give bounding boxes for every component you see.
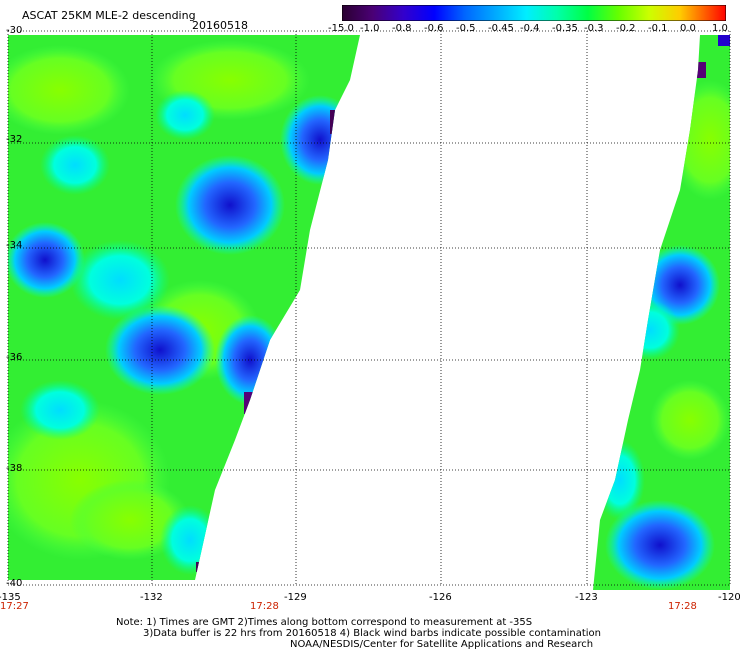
- colorbar: [342, 5, 726, 21]
- lat-label: -40: [6, 578, 23, 589]
- lat-label: -34: [6, 240, 23, 251]
- lat-label: -30: [6, 25, 23, 36]
- pass-time-label: 17:28: [668, 601, 697, 612]
- lon-label: -126: [429, 592, 452, 603]
- colorbar-label: -0.3: [584, 23, 604, 34]
- note-line-1: Note: 1) Times are GMT 2)Times along bot…: [116, 617, 533, 628]
- map-title: ASCAT 25KM MLE-2 descending: [22, 9, 196, 22]
- colorbar-label: -0.4: [520, 23, 540, 34]
- colorbar-label: -0.6: [424, 23, 444, 34]
- lat-label: -38: [6, 463, 23, 474]
- colorbar-label: -0.1: [648, 23, 668, 34]
- colorbar-label: -15.0: [328, 23, 354, 34]
- colorbar-label: 0.0: [680, 23, 696, 34]
- colorbar-label: -0.35: [552, 23, 578, 34]
- colorbar-label: -0.2: [616, 23, 636, 34]
- right-swath: [593, 35, 730, 590]
- lat-label: -32: [6, 134, 23, 145]
- lat-label: -36: [6, 352, 23, 363]
- lon-label: -120: [718, 592, 740, 603]
- map-date: 20160518: [192, 19, 248, 32]
- colorbar-label: -0.8: [392, 23, 412, 34]
- colorbar-label: 1.0: [712, 23, 728, 34]
- colorbar-label: -0.5: [456, 23, 476, 34]
- lon-label: -135: [0, 592, 21, 603]
- colorbar-label: -1.0: [360, 23, 380, 34]
- lon-label: -129: [284, 592, 307, 603]
- colorbar-label: -0.45: [488, 23, 514, 34]
- lon-label: -132: [140, 592, 163, 603]
- lat-lon-grid: [7, 30, 731, 586]
- note-line-2: 3)Data buffer is 22 hrs from 20160518 4)…: [143, 628, 601, 639]
- note-line-3: NOAA/NESDIS/Center for Satellite Applica…: [290, 639, 594, 650]
- lon-label: -123: [575, 592, 598, 603]
- left-swath: [8, 35, 360, 580]
- pass-time-label: 17:27: [0, 601, 29, 612]
- pass-time-label: 17:28: [250, 601, 279, 612]
